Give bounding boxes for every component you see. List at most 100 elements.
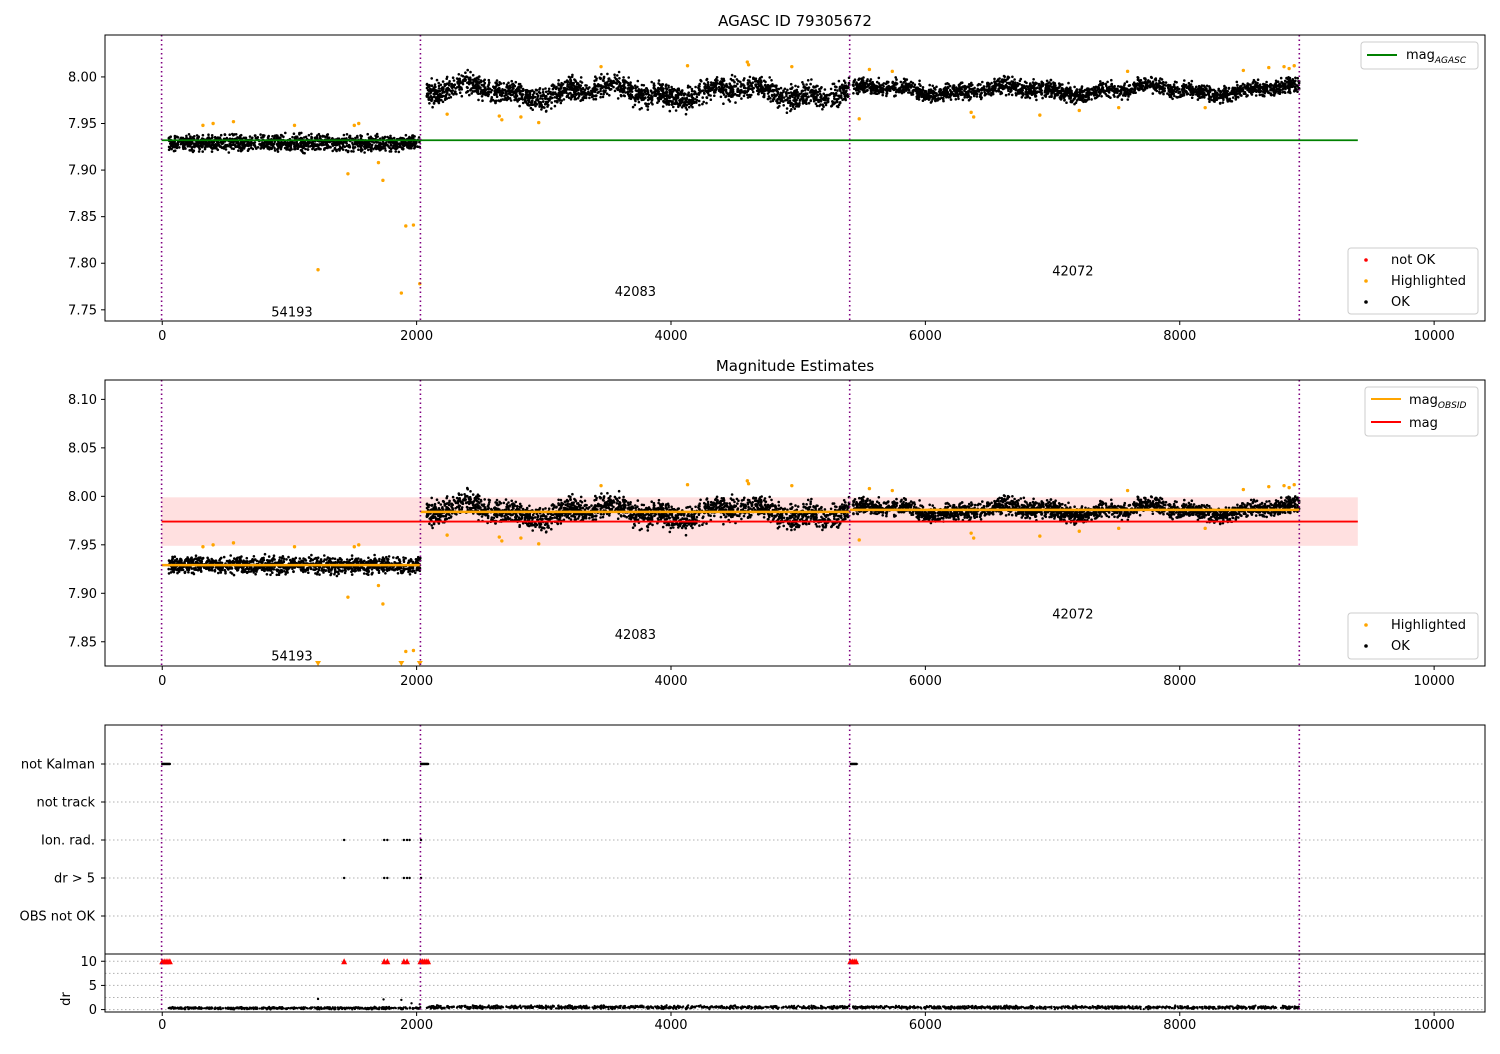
- data-point-ok: [536, 93, 539, 96]
- data-point-ok: [679, 92, 682, 95]
- data-point-ok: [659, 95, 662, 98]
- data-point-ok: [834, 85, 837, 88]
- data-point-ok: [574, 98, 577, 101]
- data-point-ok: [707, 81, 710, 84]
- data-point-ok: [816, 105, 819, 108]
- data-point-ok: [228, 133, 231, 136]
- data-point-ok: [709, 94, 712, 97]
- data-point-ok: [832, 83, 835, 86]
- data-point-ok: [799, 98, 802, 101]
- data-point-ok: [249, 141, 252, 144]
- data-point-ok: [464, 71, 467, 74]
- data-point-ok: [757, 93, 760, 96]
- data-point-ok: [647, 103, 650, 106]
- data-point-ok: [205, 143, 208, 146]
- data-point-ok: [1032, 81, 1035, 84]
- data-point-ok: [810, 78, 813, 81]
- data-point-ok: [406, 146, 409, 149]
- data-point-ok: [556, 95, 559, 98]
- data-point-ok: [1137, 77, 1140, 80]
- data-point-ok: [551, 84, 554, 87]
- data-point-ok: [638, 101, 641, 104]
- data-point-ok: [498, 91, 501, 94]
- data-point-ok: [815, 85, 818, 88]
- data-point-ok: [665, 101, 668, 104]
- data-point-ok: [852, 81, 855, 84]
- data-point-ok: [564, 87, 567, 90]
- data-point-ok: [1173, 95, 1176, 98]
- data-point-ok: [714, 88, 717, 91]
- data-point-ok: [643, 84, 646, 87]
- data-point-ok: [266, 146, 269, 149]
- data-point-ok: [379, 143, 382, 146]
- data-point-ok: [1126, 80, 1129, 83]
- data-point-ok: [311, 145, 314, 148]
- data-point-ok: [620, 95, 623, 98]
- data-point-ok: [482, 93, 485, 96]
- chart-title: AGASC ID 79305672: [718, 12, 872, 30]
- data-point-ok: [488, 79, 491, 82]
- data-point-ok: [767, 98, 770, 101]
- data-point-ok: [662, 105, 665, 108]
- data-point-ok: [720, 96, 723, 99]
- data-point-ok: [729, 87, 732, 90]
- data-point-ok: [310, 137, 313, 140]
- data-point-ok: [881, 94, 884, 97]
- data-point-ok: [737, 80, 740, 83]
- data-point-ok: [608, 84, 611, 87]
- data-point-ok: [439, 96, 442, 99]
- data-point-ok: [433, 86, 436, 89]
- data-point-ok: [202, 134, 205, 137]
- data-point-ok: [773, 85, 776, 88]
- data-point-ok: [827, 100, 830, 103]
- data-point-ok: [670, 101, 673, 104]
- data-point-ok: [477, 81, 480, 84]
- data-point-ok: [950, 98, 953, 101]
- data-point-ok: [902, 81, 905, 84]
- data-point-ok: [760, 83, 763, 86]
- data-point-ok: [448, 88, 451, 91]
- data-point-ok: [528, 104, 531, 107]
- data-point-ok: [794, 89, 797, 92]
- data-point-ok: [671, 103, 674, 106]
- data-point-ok: [763, 93, 766, 96]
- data-point-ok: [558, 91, 561, 94]
- data-point-ok: [763, 96, 766, 99]
- data-point-ok: [630, 98, 633, 101]
- data-point-ok: [483, 79, 486, 82]
- data-point-ok: [168, 149, 171, 152]
- data-point-ok: [754, 80, 757, 83]
- data-point-ok: [749, 76, 752, 79]
- data-point-ok: [693, 93, 696, 96]
- data-point-ok: [807, 95, 810, 98]
- data-point-ok: [276, 134, 279, 137]
- data-point-ok: [346, 133, 349, 136]
- data-point-ok: [528, 101, 531, 104]
- data-point-ok: [809, 83, 812, 86]
- data-point-ok: [1099, 80, 1102, 83]
- data-point-ok: [442, 101, 445, 104]
- data-point-ok: [304, 142, 307, 145]
- data-point-ok: [992, 90, 995, 93]
- data-point-ok: [761, 86, 764, 89]
- data-point-ok: [1110, 79, 1113, 82]
- data-point-ok: [835, 94, 838, 97]
- data-point-ok: [302, 145, 305, 148]
- data-point-ok: [644, 90, 647, 93]
- data-point-ok: [211, 150, 214, 153]
- data-point-ok: [779, 94, 782, 97]
- data-point-ok: [705, 79, 708, 82]
- data-point-ok: [912, 93, 915, 96]
- data-point-ok: [188, 133, 191, 136]
- data-point-ok: [195, 143, 198, 146]
- data-point-ok: [284, 132, 287, 135]
- data-point-ok: [428, 90, 431, 93]
- data-point-ok: [588, 97, 591, 100]
- data-point-ok: [356, 136, 359, 139]
- data-point-ok: [924, 91, 927, 94]
- data-point-ok: [548, 88, 551, 91]
- data-point-ok: [1202, 93, 1205, 96]
- data-point-ok: [461, 88, 464, 91]
- data-point-ok: [431, 88, 434, 91]
- data-point-ok: [667, 85, 670, 88]
